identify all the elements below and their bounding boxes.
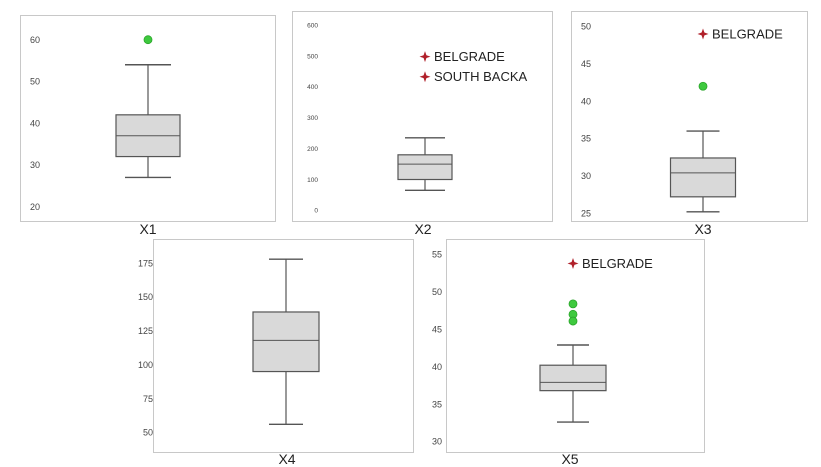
y-tick-label: 40: [432, 362, 442, 372]
y-tick-label: 55: [432, 250, 442, 260]
y-tick-label: 30: [432, 437, 442, 447]
y-tick-label: 150: [138, 292, 153, 302]
outlier-point: [568, 299, 578, 309]
x-axis-label-x3: X3: [694, 221, 712, 237]
outlier-point: [698, 81, 708, 91]
y-tick-label: 200: [307, 146, 318, 153]
iqr-box: [252, 311, 320, 373]
iqr-box: [539, 364, 607, 392]
y-tick-label: 35: [432, 399, 442, 409]
y-tick-label: 125: [138, 326, 153, 336]
plot-frame: [571, 11, 808, 222]
y-tick-label: 0: [314, 208, 318, 215]
box-plot-svg-x2: 0 100 200 300 400 500 600 BELGRADE SOUTH BACKA: [292, 11, 553, 222]
y-tick-label: 50: [432, 287, 442, 297]
plot-frame: [446, 239, 705, 453]
box-plot-svg-x1: 20 30 40 50 60: [20, 15, 276, 222]
extreme-point-label: BELGRADE: [582, 256, 653, 271]
x-axis-label-x4: X4: [278, 451, 296, 467]
x-axis-label-x5: X5: [561, 451, 579, 467]
y-tick-label: 500: [307, 53, 318, 60]
y-tick-label: 60: [30, 35, 40, 45]
y-tick-label: 25: [581, 208, 591, 218]
plot-frame: [153, 239, 414, 453]
iqr-box: [397, 154, 453, 181]
extreme-point-marker: [567, 257, 579, 269]
box-plot-x4: 50 75 100 125 150 175: [138, 239, 414, 453]
y-tick-label: 300: [307, 115, 318, 122]
y-tick-label: 50: [581, 22, 591, 32]
plot-frame: [292, 11, 553, 222]
y-tick-label: 100: [307, 177, 318, 184]
box-plot-x3: 25 30 35 40 45 50 BELGRADE: [571, 11, 808, 222]
y-tick-label: 100: [138, 360, 153, 370]
y-tick-label: 45: [581, 59, 591, 69]
y-tick-label: 30: [30, 160, 40, 170]
outlier-point: [143, 35, 153, 45]
box-plot-x5: 30 35 40 45 50 55 BELGRADE: [432, 239, 705, 453]
plot-frame: [20, 15, 276, 222]
y-tick-label: 35: [581, 134, 591, 144]
y-tick-label: 50: [30, 77, 40, 87]
y-tick-label: 600: [307, 22, 318, 29]
extreme-point-marker: [419, 71, 431, 83]
iqr-box: [669, 157, 737, 198]
x-axis-label-x2: X2: [414, 221, 432, 237]
y-tick-label: 40: [581, 96, 591, 106]
extreme-point-label: SOUTH BACKA: [434, 69, 528, 84]
extreme-point-marker: [697, 28, 709, 40]
y-tick-label: 45: [432, 324, 442, 334]
y-tick-label: 175: [138, 258, 153, 268]
box-plot-x2: 0 100 200 300 400 500 600 BELGRADE SOUTH BACKA: [292, 11, 553, 222]
y-tick-label: 75: [143, 394, 153, 404]
y-tick-label: 20: [30, 202, 40, 212]
x-axis-label-x1: X1: [139, 221, 157, 237]
outlier-point: [568, 316, 578, 326]
extreme-point-label: BELGRADE: [434, 49, 505, 64]
y-tick-label: 30: [581, 171, 591, 181]
extreme-point-marker: [419, 51, 431, 63]
box-plot-svg-x5: 30 35 40 45 50 55 BELGRADE: [432, 239, 705, 453]
y-tick-label: 40: [30, 118, 40, 128]
y-tick-label: 400: [307, 84, 318, 91]
box-plot-svg-x3: 25 30 35 40 45 50 BELGRADE: [571, 11, 808, 222]
y-tick-label: 50: [143, 428, 153, 438]
box-plot-svg-x4: 50 75 100 125 150 175: [138, 239, 414, 453]
extreme-point-label: BELGRADE: [712, 26, 783, 41]
box-plot-x1: 20 30 40 50 60: [20, 15, 276, 222]
